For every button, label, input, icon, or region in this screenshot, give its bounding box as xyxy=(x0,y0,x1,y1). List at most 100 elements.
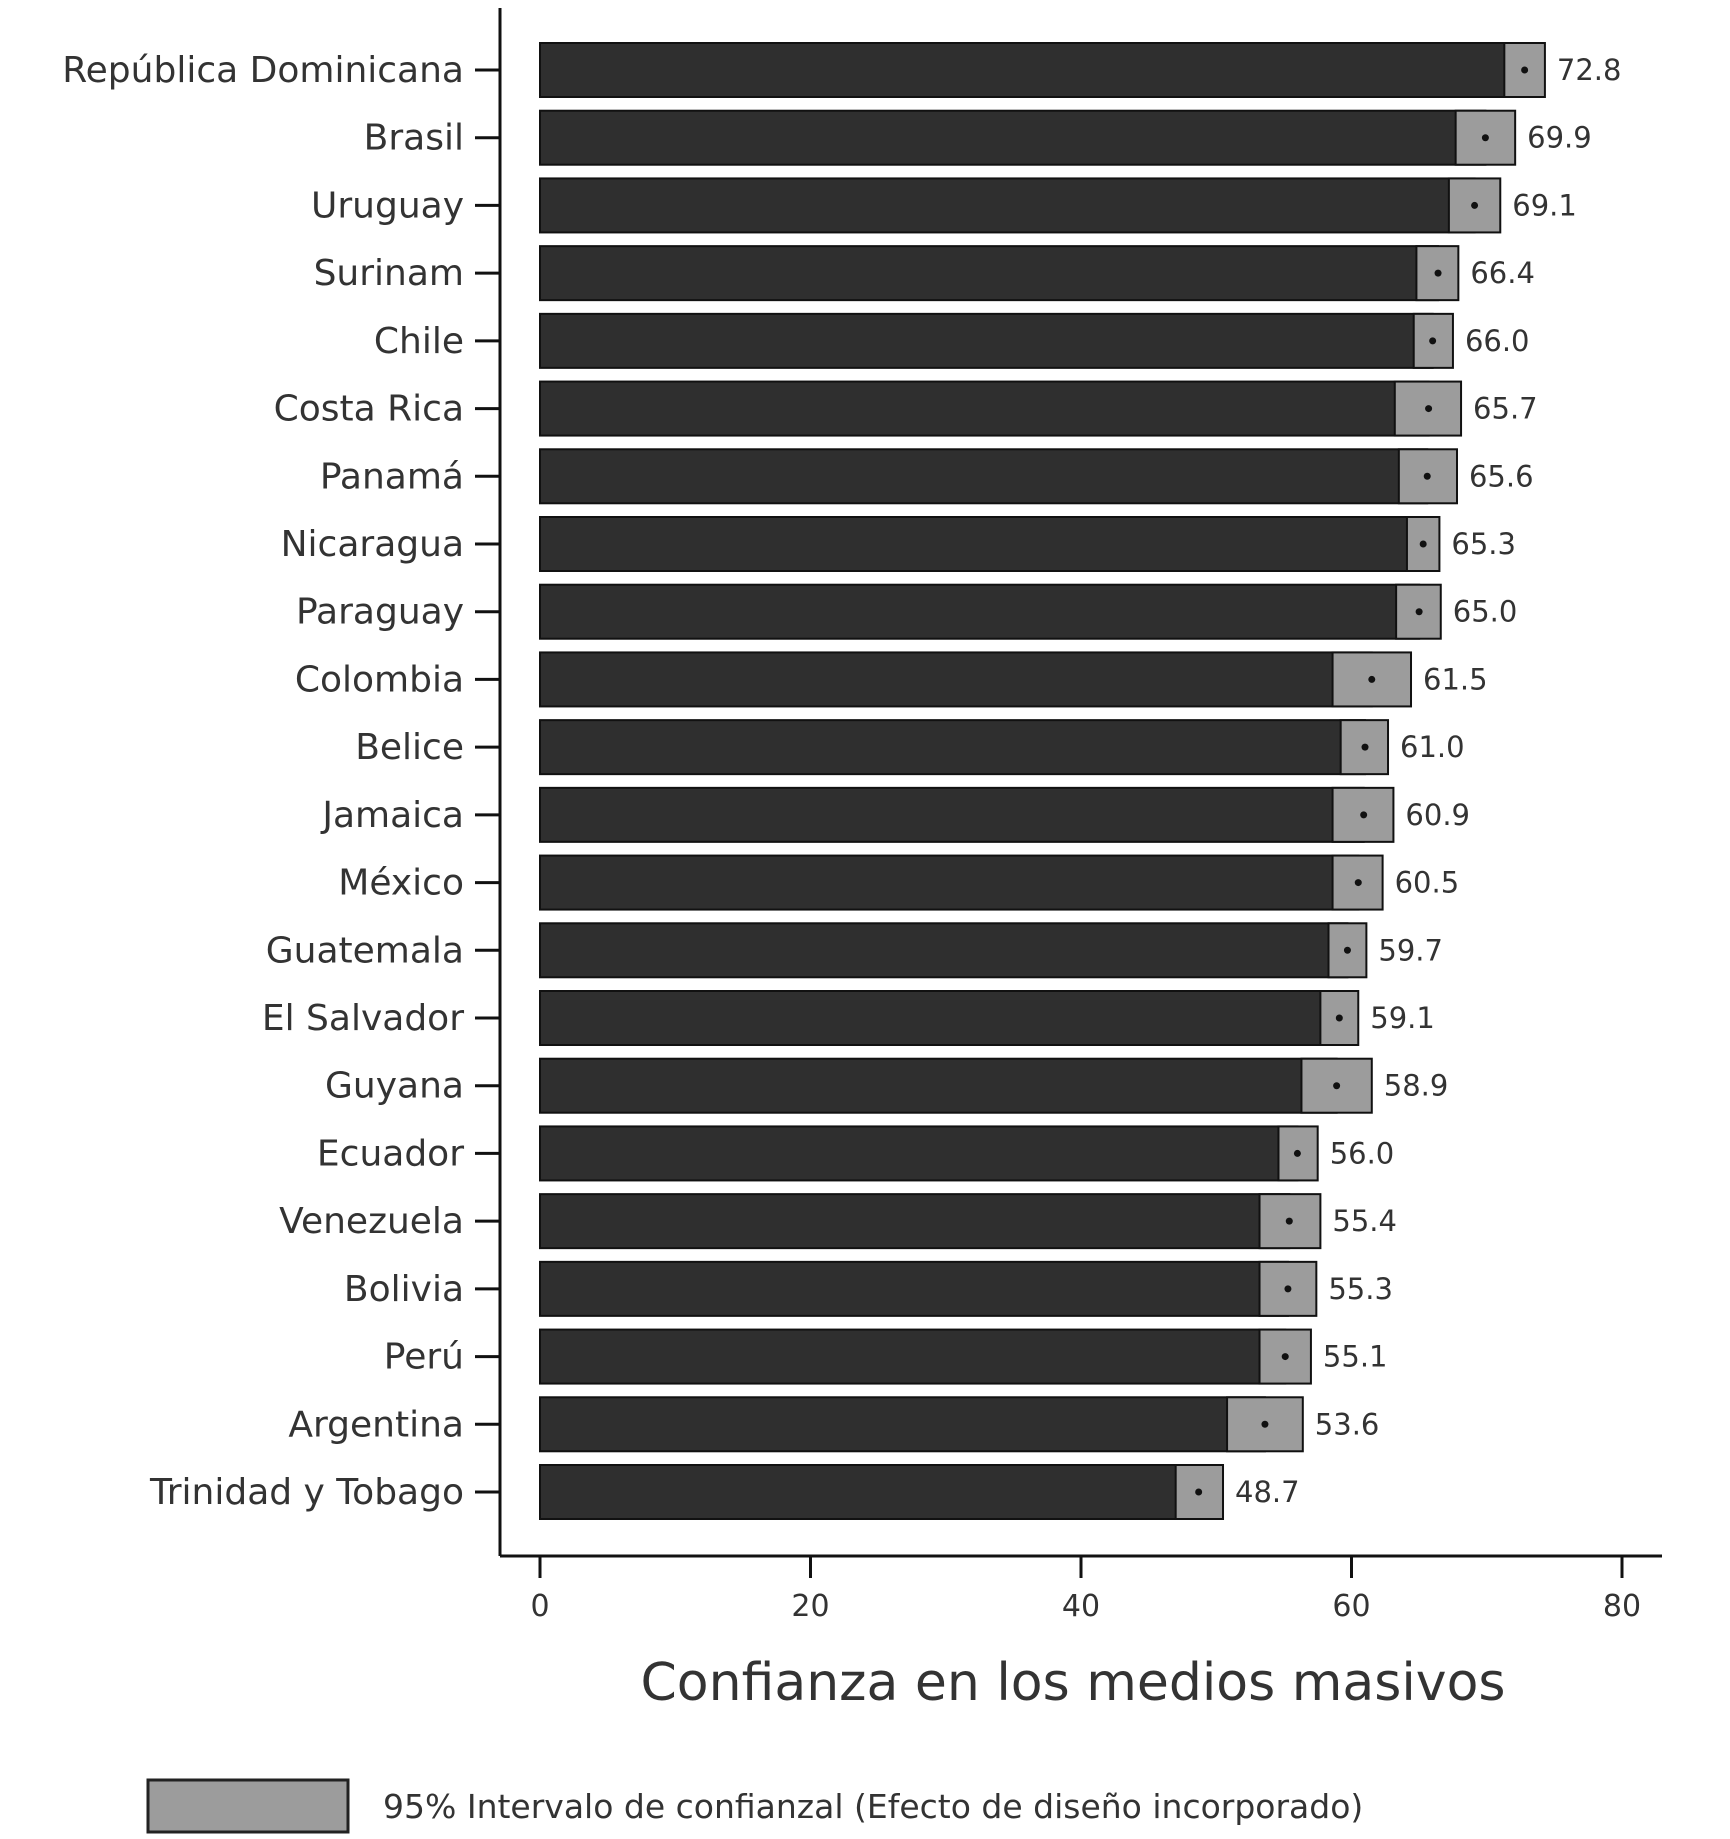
bar xyxy=(539,1125,1299,1182)
legend: 95% Intervalo de confianzal (Efecto de d… xyxy=(146,1778,1363,1834)
value-label: 53.6 xyxy=(1315,1407,1380,1441)
value-label: 60.5 xyxy=(1395,866,1460,900)
category-label: Perú xyxy=(384,1337,464,1378)
point-estimate xyxy=(1343,946,1351,954)
point-estimate xyxy=(1360,811,1368,819)
point-estimate xyxy=(1284,1285,1292,1293)
point-estimate xyxy=(1261,1420,1269,1428)
value-label: 48.7 xyxy=(1235,1475,1300,1509)
bar xyxy=(539,380,1430,437)
x-tick-label: 20 xyxy=(791,1589,829,1624)
point-estimate xyxy=(1415,608,1423,616)
category-label: República Dominicana xyxy=(62,50,464,91)
category-labels: República Dominicana Brasil Uruguay Surinam… xyxy=(62,50,500,1513)
ci-band xyxy=(1327,922,1368,979)
bar xyxy=(539,922,1349,979)
point-estimate xyxy=(1293,1149,1301,1157)
point-estimate xyxy=(1434,269,1442,277)
bar xyxy=(539,245,1440,302)
bar xyxy=(539,583,1421,640)
value-label: 65.6 xyxy=(1469,459,1534,493)
value-label: 58.9 xyxy=(1384,1069,1449,1103)
category-label: El Salvador xyxy=(262,998,464,1039)
bar xyxy=(539,42,1526,98)
value-label: 55.1 xyxy=(1323,1340,1388,1374)
value-label: 59.7 xyxy=(1378,933,1443,967)
value-label: 69.1 xyxy=(1512,188,1577,222)
x-tick-label: 40 xyxy=(1062,1589,1100,1624)
point-estimate xyxy=(1333,1082,1341,1090)
value-label: 72.8 xyxy=(1557,53,1622,87)
point-estimate xyxy=(1521,66,1529,74)
category-label: Venezuela xyxy=(279,1201,464,1242)
point-estimate xyxy=(1425,405,1433,413)
bar xyxy=(539,1057,1338,1114)
bar xyxy=(539,312,1434,369)
ci-band xyxy=(1174,1464,1225,1520)
value-label: 60.9 xyxy=(1405,798,1470,832)
x-tick-label: 60 xyxy=(1332,1589,1370,1624)
category-label: Guyana xyxy=(325,1066,464,1107)
category-label: Trinidad y Tobago xyxy=(149,1472,464,1513)
category-label: Nicaragua xyxy=(281,524,464,565)
value-label: 66.4 xyxy=(1470,256,1535,290)
category-label: Argentina xyxy=(288,1404,464,1445)
category-label: Belice xyxy=(355,727,464,768)
point-estimate xyxy=(1335,1014,1343,1022)
category-label: Paraguay xyxy=(296,592,464,633)
x-axis-ticks: 0 20 40 60 80 xyxy=(530,1556,1641,1624)
category-label: Ecuador xyxy=(317,1133,464,1174)
point-estimate xyxy=(1195,1488,1203,1496)
ci-band xyxy=(1277,1125,1319,1182)
bar xyxy=(539,1328,1287,1385)
x-tick-label: 80 xyxy=(1603,1589,1641,1624)
x-tick-label: 0 xyxy=(530,1589,549,1624)
point-estimate xyxy=(1481,134,1489,142)
category-label: Uruguay xyxy=(311,185,464,226)
bar xyxy=(539,786,1365,843)
bar xyxy=(539,516,1425,572)
point-estimate xyxy=(1471,201,1479,209)
value-labels: 72.8 69.9 69.1 66.4 66.0 65.7 65.6 65.3 65.0 61.5… xyxy=(1235,53,1621,1509)
ci-band xyxy=(1405,516,1441,572)
point-estimate xyxy=(1361,743,1369,751)
bar xyxy=(539,990,1341,1046)
bar xyxy=(539,651,1373,708)
point-estimate xyxy=(1423,472,1431,480)
category-label: Jamaica xyxy=(320,795,464,836)
value-label: 61.5 xyxy=(1423,662,1488,696)
value-label: 65.0 xyxy=(1453,595,1518,629)
bars xyxy=(539,42,1526,1520)
category-label: Surinam xyxy=(314,253,464,294)
value-label: 65.3 xyxy=(1451,527,1516,561)
ci-band xyxy=(1412,312,1454,369)
legend-swatch xyxy=(146,1778,350,1834)
category-label: Bolivia xyxy=(344,1269,464,1310)
bar xyxy=(539,448,1429,505)
point-estimate xyxy=(1429,337,1437,345)
confidence-intervals xyxy=(1174,42,1546,1520)
axes xyxy=(498,8,1662,1558)
point-estimate xyxy=(1285,1217,1293,1225)
point-estimate xyxy=(1354,879,1362,887)
bar xyxy=(539,177,1476,234)
bar xyxy=(539,1260,1289,1317)
value-label: 56.0 xyxy=(1330,1136,1395,1170)
category-label: México xyxy=(338,863,464,904)
bar xyxy=(539,719,1367,776)
value-label: 61.0 xyxy=(1400,730,1465,764)
x-axis-title: Confianza en los medios masivos xyxy=(641,1653,1506,1713)
point-estimate xyxy=(1419,540,1427,548)
point-estimate xyxy=(1368,675,1376,683)
value-label: 59.1 xyxy=(1370,1001,1435,1035)
value-label: 55.4 xyxy=(1332,1204,1397,1238)
category-label: Costa Rica xyxy=(274,389,464,430)
value-label: 55.3 xyxy=(1328,1272,1393,1306)
bar xyxy=(539,1396,1266,1453)
point-estimate xyxy=(1281,1353,1289,1361)
value-label: 69.9 xyxy=(1527,121,1592,155)
value-label: 66.0 xyxy=(1465,324,1530,358)
category-label: Chile xyxy=(374,321,464,362)
bar xyxy=(539,854,1360,911)
